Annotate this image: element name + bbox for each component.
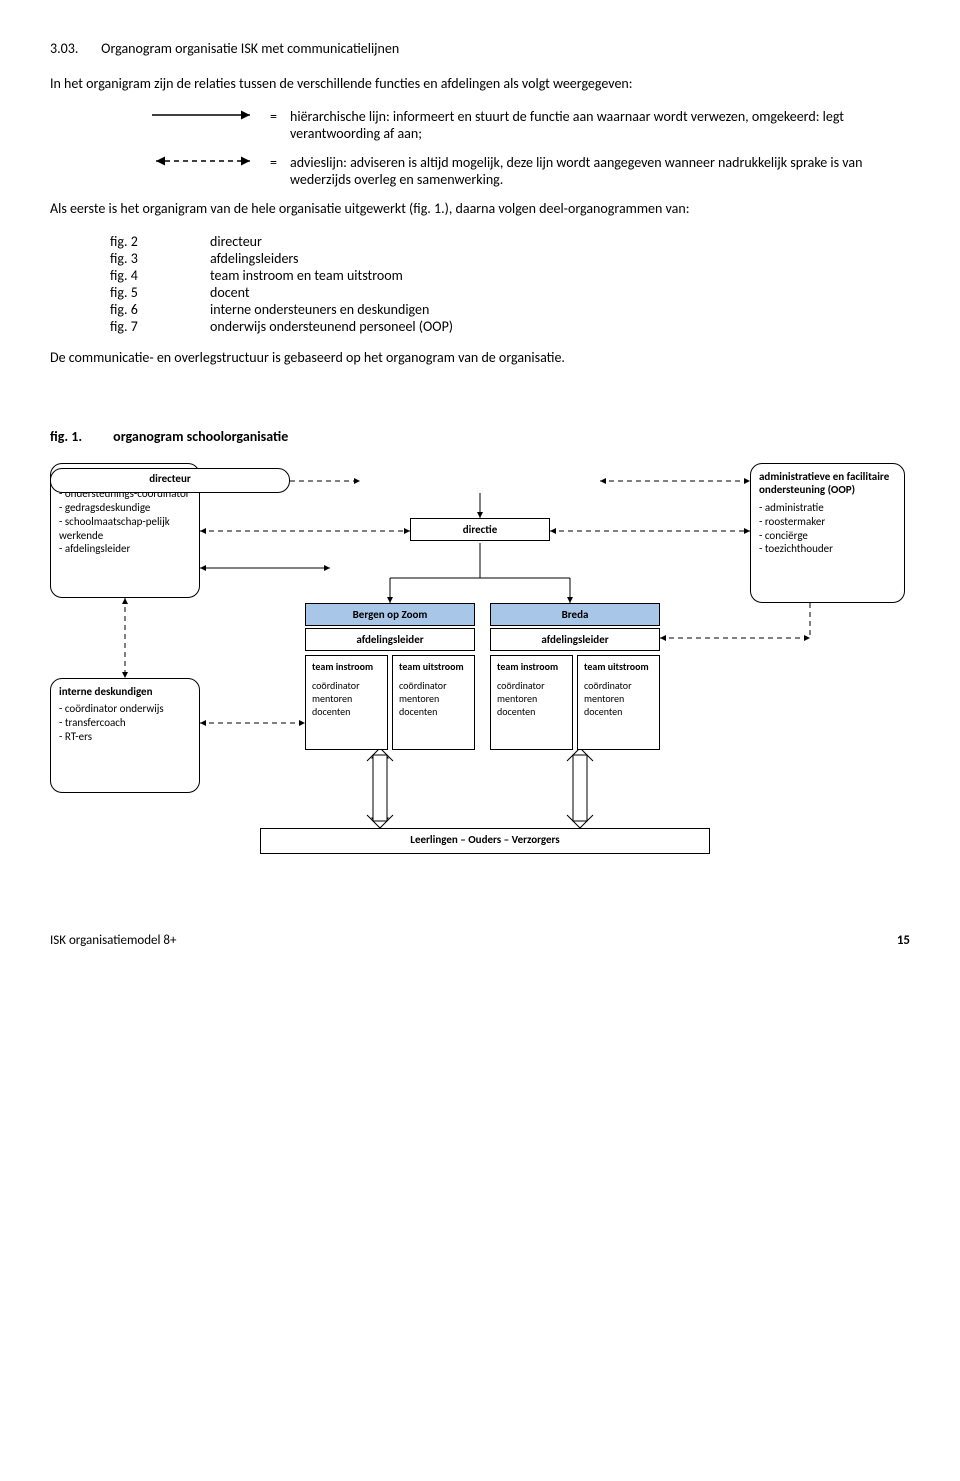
legend-dashed-symbol: [150, 154, 270, 168]
page-footer: ISK organisatiemodel 8+ 15: [50, 933, 910, 948]
legend-solid-symbol: [150, 108, 270, 122]
node-interne-title: interne deskundigen: [59, 685, 191, 699]
legend-eq: =: [270, 108, 290, 125]
node-directeur: directeur: [50, 468, 290, 493]
legend-solid-row: = hiërarchische lijn: informeert en stuu…: [150, 108, 910, 142]
node-interne: interne deskundigen coördinator onderwij…: [50, 678, 200, 793]
legend-eq2: =: [270, 154, 290, 171]
fig1-caption: fig. 1. organogram schoolorganisatie: [50, 428, 910, 445]
fig-list: fig. 2directeur fig. 3afdelingsleiders f…: [110, 233, 910, 335]
node-afdelingsleider-2: afdelingsleider: [490, 628, 660, 651]
node-team-uitstroom-2: team uitstroom coördinator mentoren doce…: [577, 655, 660, 750]
figlist-label: fig. 2: [110, 233, 210, 250]
figlist-text: team instroom en team uitstroom: [210, 267, 403, 284]
figlist-text: interne ondersteuners en deskundigen: [210, 301, 429, 318]
node-breda: Breda: [490, 603, 660, 626]
section-number: 3.03.: [50, 40, 98, 57]
figlist-label: fig. 6: [110, 301, 210, 318]
legend-solid-text: hiërarchische lijn: informeert en stuurt…: [290, 108, 910, 142]
para2: Als eerste is het organigram van de hele…: [50, 200, 910, 219]
node-bergen: Bergen op Zoom: [305, 603, 475, 626]
figlist-text: directeur: [210, 233, 262, 250]
section-title: Organogram organisatie ISK met communica…: [101, 40, 399, 57]
figlist-text: onderwijs ondersteunend personeel (OOP): [210, 318, 453, 335]
section-heading: 3.03. Organogram organisatie ISK met com…: [50, 40, 910, 57]
node-afdelingsleider-1: afdelingsleider: [305, 628, 475, 651]
node-team-uitstroom-1: team uitstroom coördinator mentoren doce…: [392, 655, 475, 750]
figlist-label: fig. 7: [110, 318, 210, 335]
figlist-text: afdelingsleiders: [210, 250, 299, 267]
footer-page-number: 15: [897, 933, 910, 948]
footer-left: ISK organisatiemodel 8+: [50, 933, 177, 948]
node-oop-list: administratie roostermaker conciërge toe…: [759, 501, 896, 556]
node-ondersteuning-list: ondersteunings-coördinator gedragsdeskun…: [59, 487, 191, 556]
node-interne-list: coördinator onderwijs transfercoach RT-e…: [59, 702, 191, 743]
node-leerlingen: Leerlingen – Ouders – Verzorgers: [260, 828, 710, 854]
figlist-label: fig. 3: [110, 250, 210, 267]
fig1-number: fig. 1.: [50, 428, 110, 445]
node-directie: directie: [410, 518, 550, 541]
node-team-instroom-1: team instroom coördinator mentoren docen…: [305, 655, 388, 750]
intro-paragraph: In het organigram zijn de relaties tusse…: [50, 75, 910, 94]
figlist-text: docent: [210, 284, 250, 301]
node-team-instroom-2: team instroom coördinator mentoren docen…: [490, 655, 573, 750]
figlist-label: fig. 4: [110, 267, 210, 284]
node-oop-title: administratieve en facilitaire ondersteu…: [759, 470, 896, 498]
para3: De communicatie- en overlegstructuur is …: [50, 349, 910, 368]
organogram-diagram: ondersteunings-team ondersteunings-coörd…: [50, 463, 910, 893]
fig1-caption-text: organogram schoolorganisatie: [113, 428, 288, 445]
legend-dashed-row: = advieslijn: adviseren is altijd mogeli…: [150, 154, 910, 188]
legend-dashed-text: advieslijn: adviseren is altijd mogelijk…: [290, 154, 910, 188]
figlist-label: fig. 5: [110, 284, 210, 301]
node-oop: administratieve en facilitaire ondersteu…: [750, 463, 905, 603]
